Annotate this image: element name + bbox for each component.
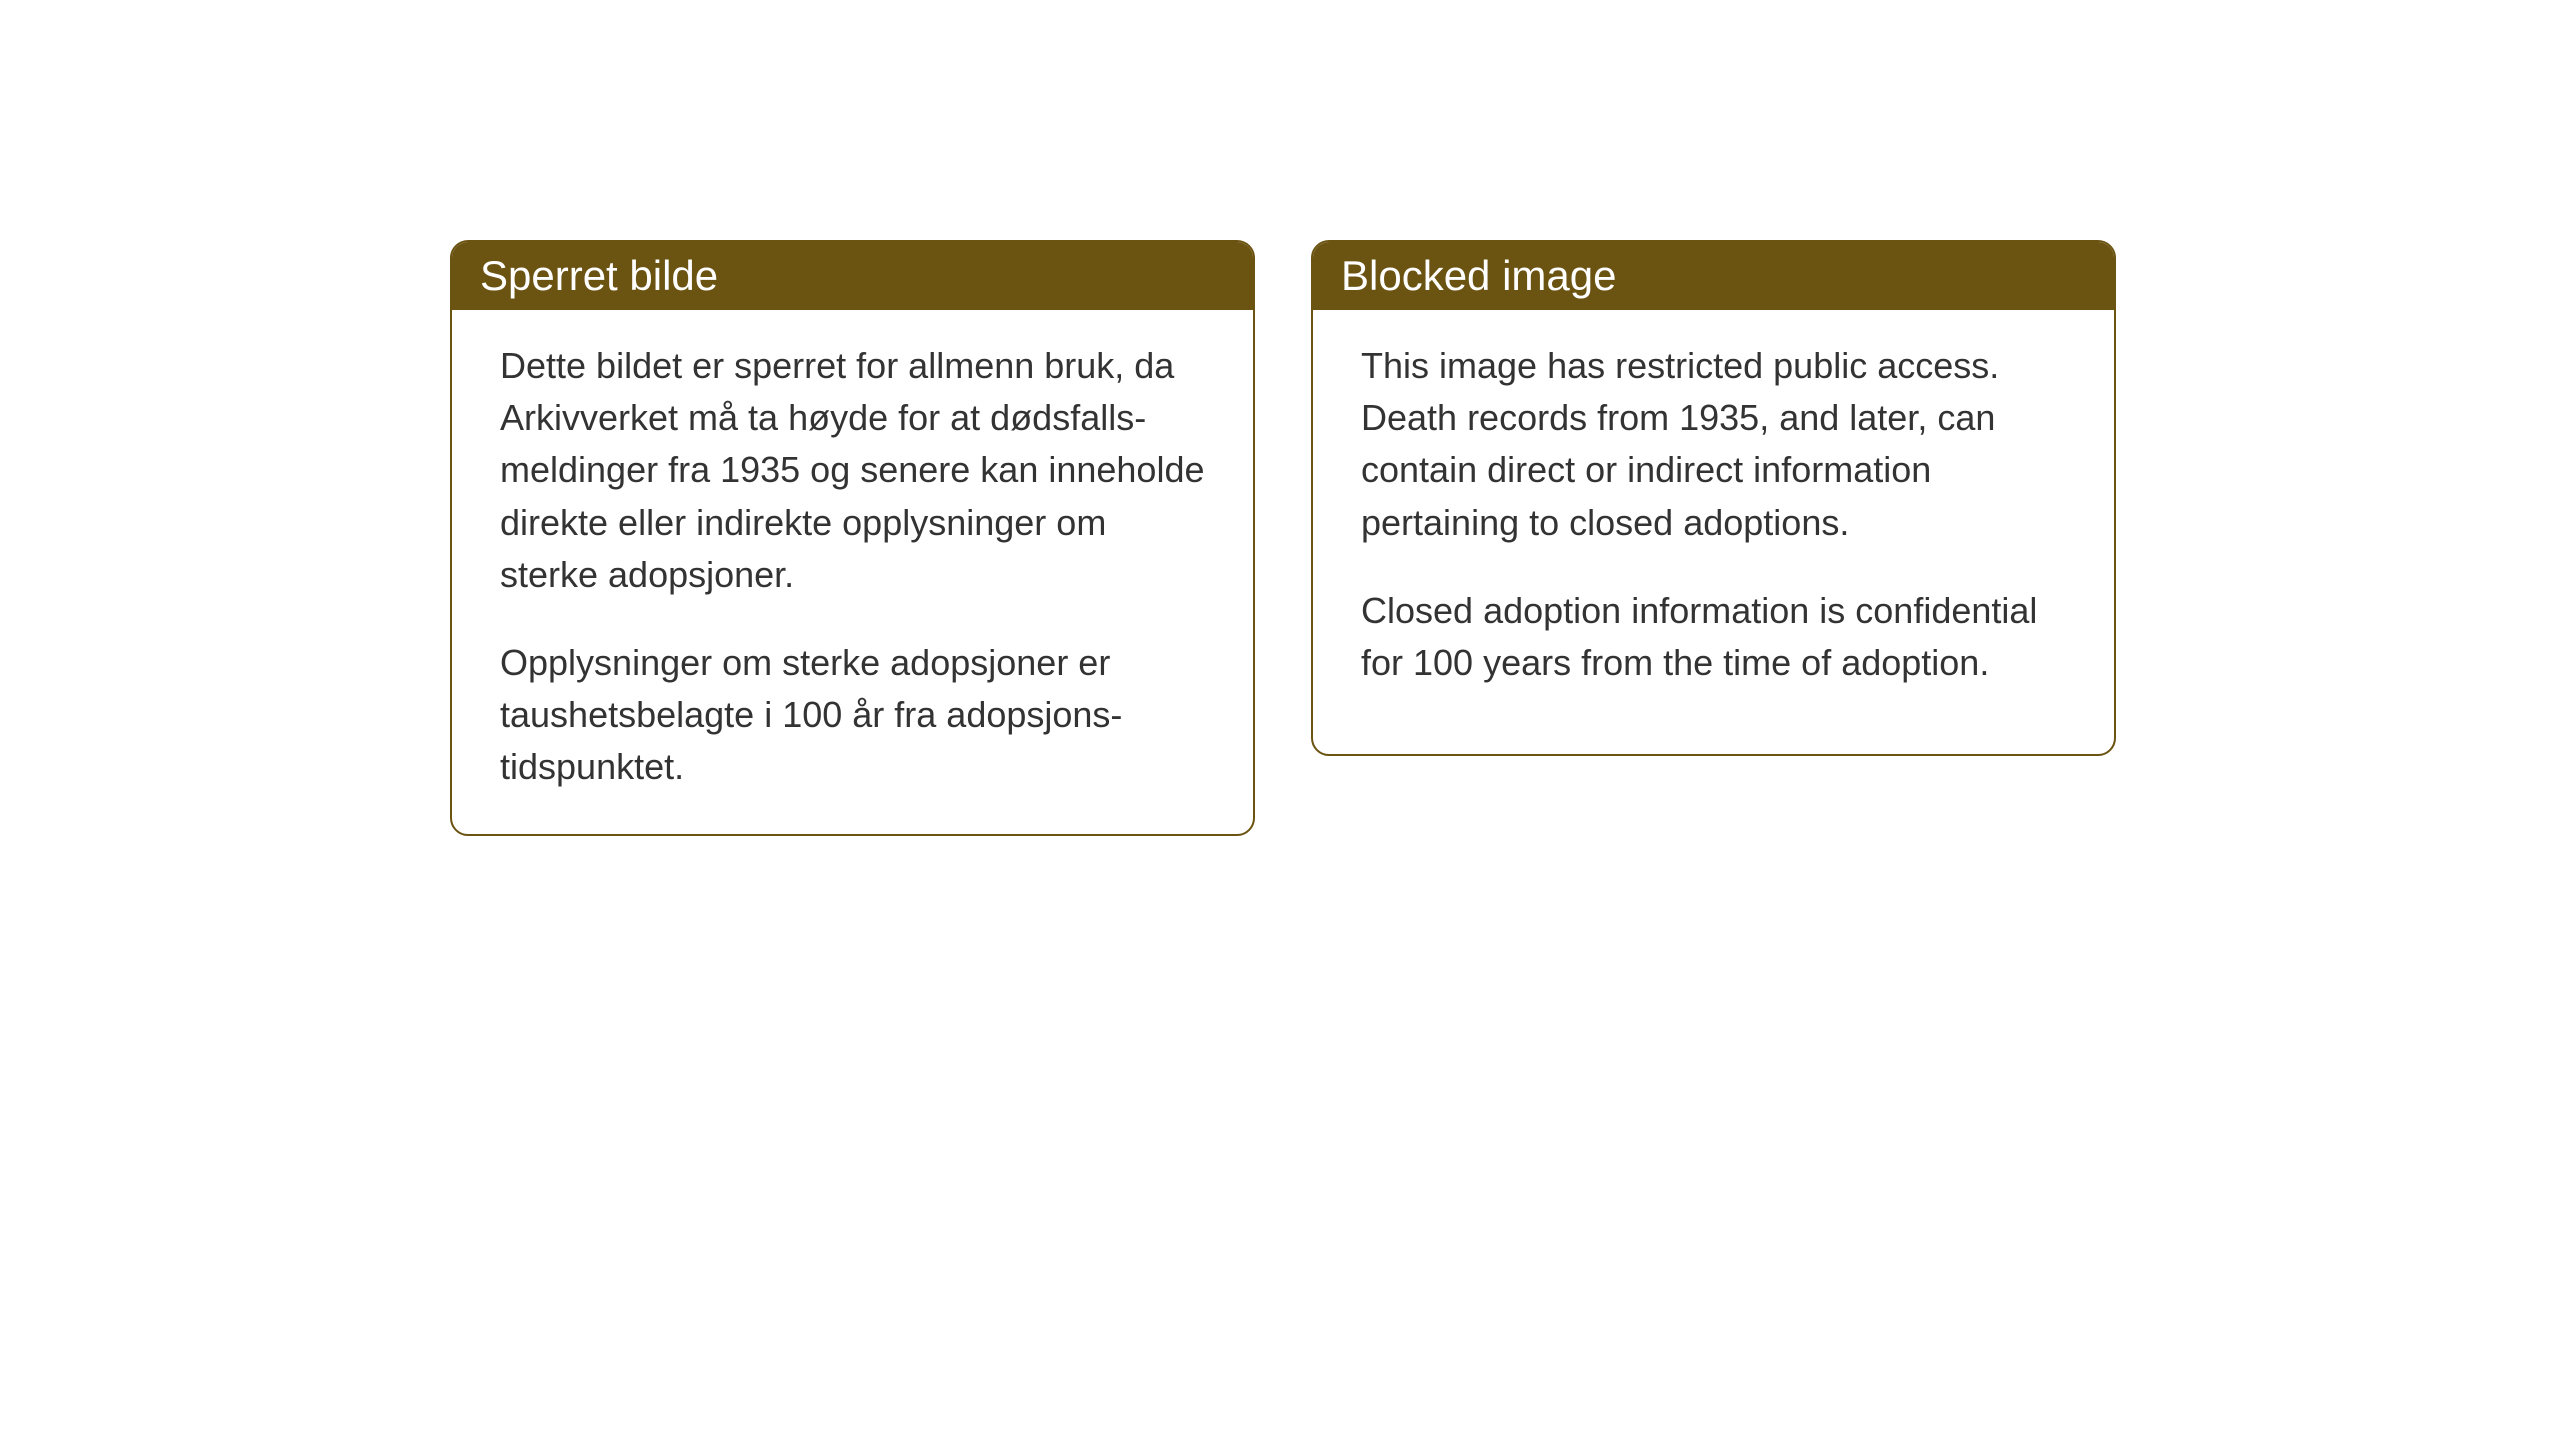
blocked-image-card-english: Blocked image This image has restricted … bbox=[1311, 240, 2116, 756]
english-paragraph-2: Closed adoption information is confident… bbox=[1361, 585, 2066, 689]
card-header-norwegian: Sperret bilde bbox=[452, 242, 1253, 310]
english-paragraph-1: This image has restricted public access.… bbox=[1361, 340, 2066, 549]
blocked-image-card-norwegian: Sperret bilde Dette bildet er sperret fo… bbox=[450, 240, 1255, 836]
norwegian-paragraph-2: Opplysninger om sterke adopsjoner er tau… bbox=[500, 637, 1205, 794]
card-body-norwegian: Dette bildet er sperret for allmenn bruk… bbox=[452, 310, 1253, 834]
card-container: Sperret bilde Dette bildet er sperret fo… bbox=[450, 240, 2116, 836]
card-body-english: This image has restricted public access.… bbox=[1313, 310, 2114, 729]
card-header-english: Blocked image bbox=[1313, 242, 2114, 310]
norwegian-paragraph-1: Dette bildet er sperret for allmenn bruk… bbox=[500, 340, 1205, 601]
